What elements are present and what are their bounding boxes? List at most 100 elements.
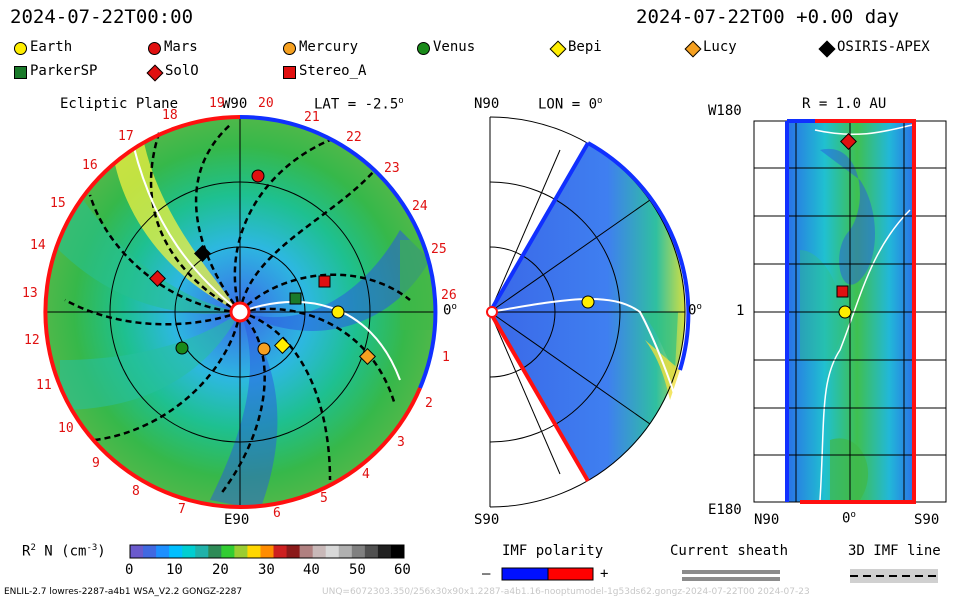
tick-label: 25 [431,242,447,257]
colorbar-segment [156,545,170,558]
imf-minus-label: – [482,566,491,582]
radial-n90-label: N90 [754,512,780,528]
tick-label: 24 [412,199,428,214]
colorbar-segment [377,545,392,558]
colorbar [130,545,405,558]
bepi-marker [274,337,291,354]
legend-osiris-apex: OSIRIS-APEX [818,39,930,58]
osiris-apex-marker [194,245,211,262]
right-timestamp: 2024-07-22T00 +0.00 day [636,6,900,28]
radial-title: R = 1.0 AU [802,96,887,112]
ecliptic-0-label: 0o [443,302,457,319]
earth-marker [331,305,345,319]
colorbar-segment [169,545,183,558]
tick-label: 5 [320,491,328,506]
tick-label: 12 [24,333,40,348]
earth-radial-marker [838,305,852,319]
legend-parkersp: ParkerSP [14,63,97,79]
colorbar-tick: 10 [166,562,183,578]
tick-label: 10 [58,421,74,436]
colorbar-segment [299,545,314,558]
tick-label: 8 [132,484,140,499]
colorbar-tick: 60 [394,562,411,578]
venus-marker [175,341,189,355]
meridional-s90-label: S90 [474,512,500,528]
tick-label: 20 [258,96,274,111]
legend-solo: SolO [146,63,199,82]
colorbar-tick: 20 [212,562,229,578]
ecliptic-lat-label: LAT = -2.5o [314,96,404,113]
footer-run-info: ENLIL-2.7 lowres-2287-a4b1 WSA_V2.2 GONG… [4,587,243,597]
tick-label: 22 [346,130,362,145]
solo-marker [149,270,166,287]
mercury-marker [257,342,271,356]
colorbar-segment [351,545,366,558]
tick-label: 18 [162,108,178,123]
earth-meridional-marker [581,295,595,309]
tick-label: 4 [362,467,370,482]
current-sheath-lines [129,129,401,381]
colorbar-segment [364,545,379,558]
legend-earth: Earth [14,39,72,55]
tick-label: 11 [36,378,52,393]
legend-venus: Venus [417,39,475,55]
colorbar-segment [130,545,144,558]
meridional-n90-label: N90 [474,96,500,112]
colorbar-tick: 30 [258,562,275,578]
radial-1-label: 1 [736,303,745,319]
footer-run-id: UNQ=6072303.350/256x30x90x1.2287-a4b1.16… [322,587,810,597]
colorbar-segment [338,545,353,558]
ecliptic-w90-label: W90 [222,96,248,112]
left-timestamp: 2024-07-22T00:00 [10,6,194,28]
stereo-a-square-icon [283,66,296,79]
imf-plus-label: + [600,566,609,582]
colorbar-segment [273,545,288,558]
tick-label: 15 [50,196,66,211]
colorbar-segment [195,545,209,558]
colorbar-segment [143,545,157,558]
colorbar-tick: 50 [349,562,366,578]
meridional-0-label: 0o [688,302,702,319]
meridional-lon-label: LON = 0o [538,96,603,113]
colorbar-segment [247,545,261,558]
tick-label: 13 [22,286,38,301]
venus-circle-icon [417,42,430,55]
legend-bepi: Bepi [549,39,602,58]
imf-positive-swatch [547,567,594,581]
tick-label: 16 [82,158,98,173]
legend-lucy: Lucy [684,39,737,58]
current-sheath-title: Current sheath [670,543,789,559]
colorbar-tick: 40 [303,562,320,578]
tick-label: 9 [92,456,100,471]
legend-mercury: Mercury [283,39,358,55]
stereo-a-radial-marker [836,285,849,298]
colorbar-segment [234,545,248,558]
imf-negative-swatch [501,567,549,581]
colorbar-segment [260,545,275,558]
radial-s90-label: S90 [914,512,940,528]
mercury-circle-icon [283,42,296,55]
tick-label: 21 [304,110,320,125]
legend-mars: Mars [148,39,198,55]
colorbar-segment [182,545,196,558]
tick-label: 2 [425,396,433,411]
ecliptic-panel [43,114,438,509]
tick-label: 19 [209,96,225,111]
colorbar-segment [286,545,301,558]
legend-stereo-a: Stereo_A [283,63,366,79]
radial-w180-label: W180 [708,103,742,119]
colorbar-segment [208,545,222,558]
colorbar-segment [312,545,327,558]
tick-label: 23 [384,161,400,176]
stereo-a-marker [318,275,331,288]
solo-radial-marker [840,133,857,150]
ecliptic-e90-label: E90 [224,512,250,528]
tick-label: 7 [178,502,186,517]
parkersp-square-icon [14,66,27,79]
tick-label: 17 [118,129,134,144]
earth-circle-icon [14,42,27,55]
colorbar-tick: 0 [125,562,134,578]
lucy-marker [359,348,376,365]
colorbar-label: R2 N (cm-3) [22,543,106,560]
